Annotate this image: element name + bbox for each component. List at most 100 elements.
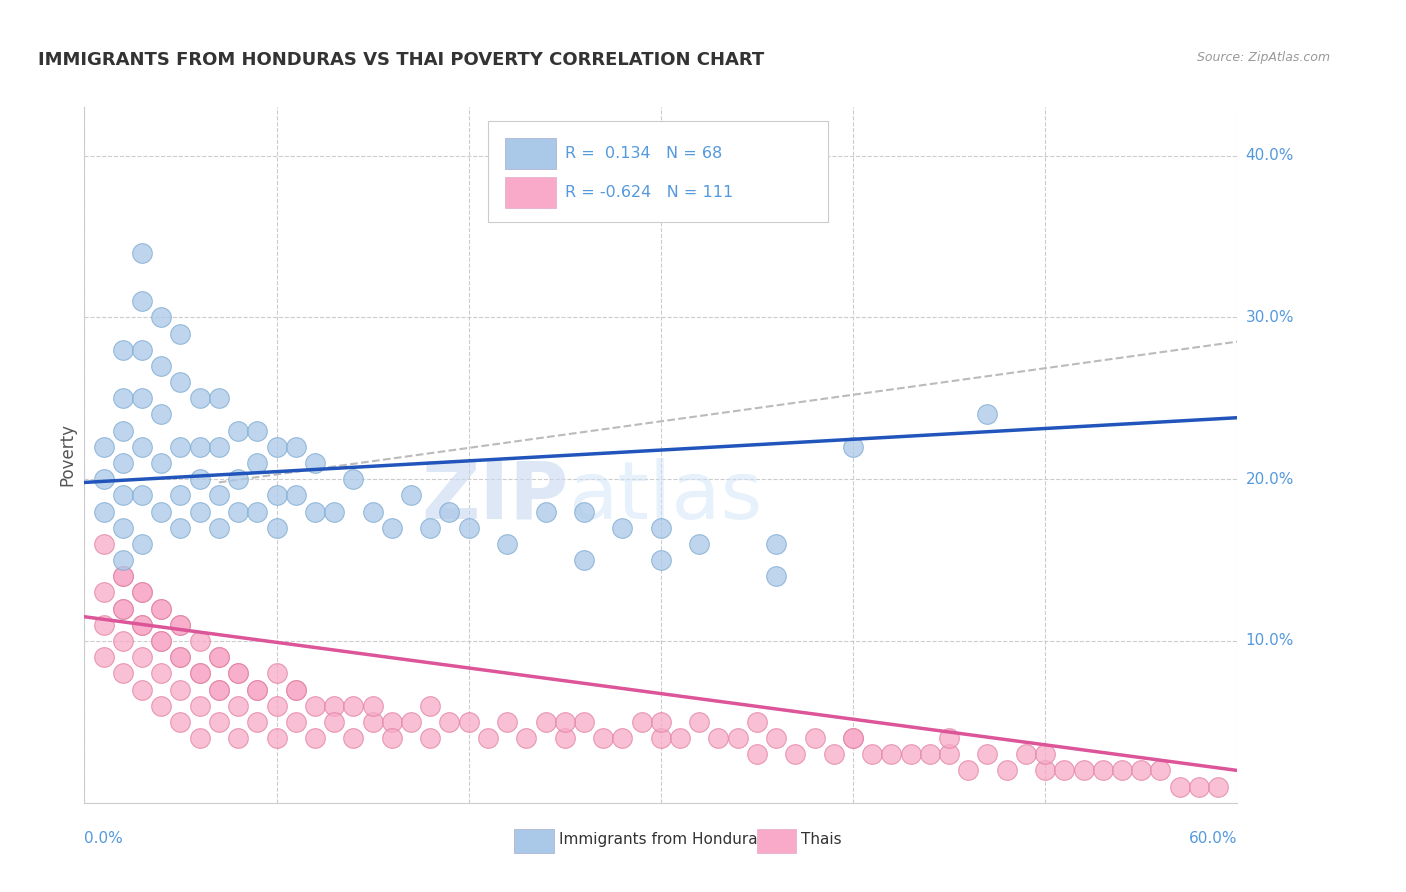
Point bbox=[823, 747, 845, 762]
Text: 0.0%: 0.0% bbox=[84, 830, 124, 846]
Point bbox=[150, 601, 173, 615]
Text: Source: ZipAtlas.com: Source: ZipAtlas.com bbox=[1197, 52, 1330, 64]
Point bbox=[246, 456, 269, 470]
Point bbox=[131, 488, 153, 502]
Point bbox=[1033, 747, 1056, 762]
Point bbox=[457, 714, 479, 729]
Point bbox=[266, 440, 288, 454]
Point bbox=[131, 617, 153, 632]
Point bbox=[1015, 747, 1038, 762]
Point bbox=[188, 666, 211, 681]
Point bbox=[150, 666, 173, 681]
Point bbox=[111, 424, 134, 438]
Point bbox=[93, 504, 115, 518]
Point bbox=[169, 488, 191, 502]
Point bbox=[111, 666, 134, 681]
Point bbox=[131, 245, 153, 260]
Point bbox=[554, 714, 576, 729]
Point bbox=[131, 440, 153, 454]
Point bbox=[457, 521, 479, 535]
Point bbox=[650, 731, 672, 745]
Point bbox=[111, 569, 134, 583]
Point bbox=[150, 601, 173, 615]
Point bbox=[208, 714, 231, 729]
Point bbox=[419, 521, 441, 535]
Point bbox=[918, 747, 941, 762]
Point bbox=[938, 747, 960, 762]
Point bbox=[439, 714, 461, 729]
Point bbox=[342, 731, 364, 745]
Point bbox=[208, 682, 231, 697]
Point bbox=[208, 521, 231, 535]
Point bbox=[842, 440, 865, 454]
Point bbox=[188, 472, 211, 486]
Point bbox=[572, 714, 595, 729]
Point bbox=[169, 617, 191, 632]
Text: Immigrants from Honduras: Immigrants from Honduras bbox=[560, 832, 766, 847]
Point bbox=[381, 731, 404, 745]
Point bbox=[111, 456, 134, 470]
Point bbox=[150, 634, 173, 648]
Point bbox=[1206, 780, 1229, 794]
Point bbox=[842, 731, 865, 745]
Point bbox=[111, 601, 134, 615]
Point bbox=[439, 504, 461, 518]
Point bbox=[669, 731, 692, 745]
Point bbox=[208, 682, 231, 697]
Point bbox=[860, 747, 883, 762]
Y-axis label: Poverty: Poverty bbox=[58, 424, 76, 486]
Point bbox=[266, 521, 288, 535]
Point bbox=[131, 392, 153, 406]
Point bbox=[131, 617, 153, 632]
Point bbox=[188, 392, 211, 406]
Point bbox=[188, 731, 211, 745]
Point bbox=[188, 666, 211, 681]
Point bbox=[765, 569, 787, 583]
Point bbox=[785, 747, 807, 762]
Point bbox=[1111, 764, 1133, 778]
Point bbox=[150, 634, 173, 648]
Point bbox=[169, 714, 191, 729]
Point bbox=[150, 359, 173, 373]
Point bbox=[188, 504, 211, 518]
Point bbox=[381, 521, 404, 535]
Point bbox=[361, 698, 384, 713]
Point bbox=[246, 682, 269, 697]
Point bbox=[515, 731, 537, 745]
Point bbox=[1073, 764, 1095, 778]
Point bbox=[150, 310, 173, 325]
Point bbox=[1091, 764, 1114, 778]
Point bbox=[246, 504, 269, 518]
Point bbox=[1149, 764, 1171, 778]
Point bbox=[150, 408, 173, 422]
Point bbox=[900, 747, 922, 762]
Point bbox=[284, 714, 307, 729]
FancyBboxPatch shape bbox=[756, 830, 796, 853]
Point bbox=[612, 521, 634, 535]
Point bbox=[93, 472, 115, 486]
Point bbox=[150, 456, 173, 470]
Point bbox=[111, 343, 134, 357]
Point bbox=[707, 731, 730, 745]
Point bbox=[399, 714, 422, 729]
Point bbox=[226, 424, 249, 438]
Point bbox=[131, 585, 153, 599]
Point bbox=[342, 698, 364, 713]
Point bbox=[880, 747, 903, 762]
Point bbox=[169, 617, 191, 632]
Text: 10.0%: 10.0% bbox=[1246, 633, 1294, 648]
Point bbox=[266, 698, 288, 713]
Point bbox=[208, 488, 231, 502]
Point bbox=[266, 731, 288, 745]
Point bbox=[419, 698, 441, 713]
Point bbox=[226, 472, 249, 486]
Point bbox=[111, 392, 134, 406]
Point bbox=[361, 504, 384, 518]
Point bbox=[534, 504, 557, 518]
Point bbox=[208, 650, 231, 665]
Point bbox=[477, 731, 499, 745]
Point bbox=[842, 731, 865, 745]
Point bbox=[284, 488, 307, 502]
Point bbox=[226, 666, 249, 681]
Point bbox=[1053, 764, 1076, 778]
